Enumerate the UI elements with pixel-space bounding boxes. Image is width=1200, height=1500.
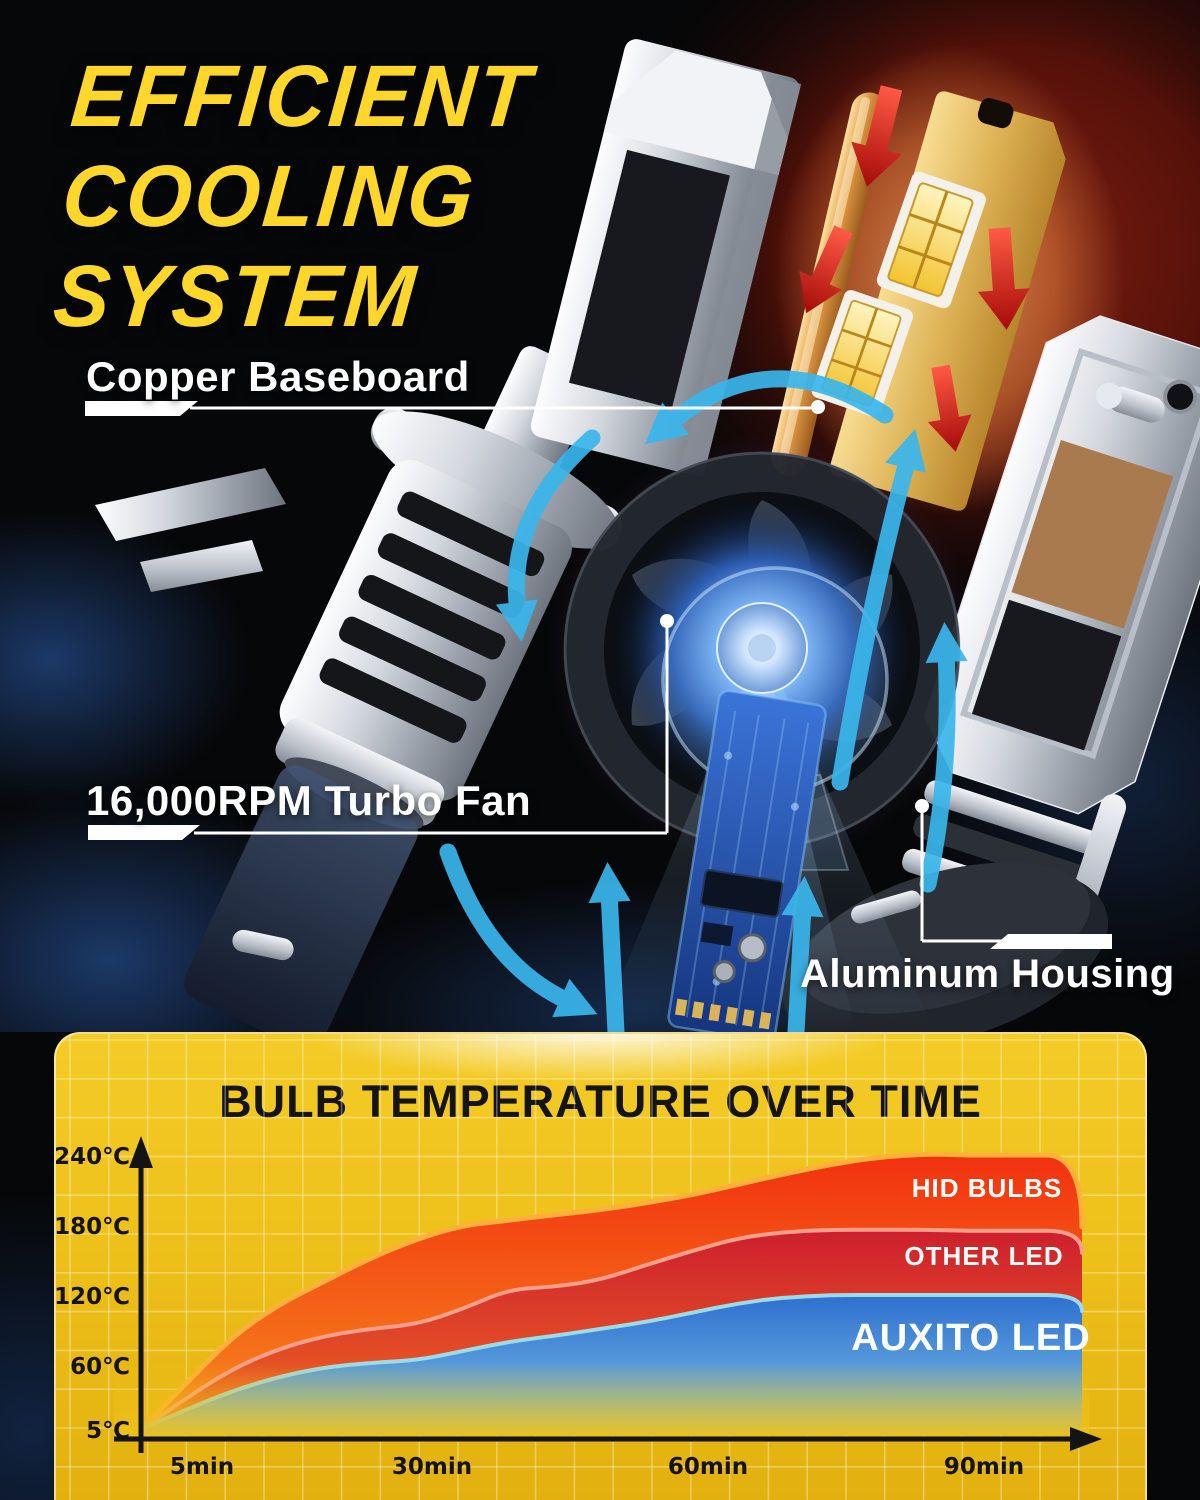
circuit-board <box>667 689 827 1032</box>
x-tick-label: 60min <box>668 1454 748 1480</box>
title-line: COOLING <box>58 146 481 245</box>
led-chip <box>876 171 986 309</box>
chart-title: BULB TEMPERATURE OVER TIME <box>219 1076 982 1127</box>
callout-fan-line <box>88 614 674 840</box>
flange-tabs <box>95 468 286 592</box>
x-axis-arrow <box>1070 1427 1102 1451</box>
bulb-render <box>0 0 1200 1032</box>
callout-copper-line <box>85 400 825 416</box>
y-tick-label: 60℃ <box>70 1354 130 1380</box>
legend-other-led: OTHER LED <box>904 1241 1063 1271</box>
page-title: EFFICIENT COOLING SYSTEM <box>50 46 537 346</box>
y-axis-arrow <box>129 1136 153 1168</box>
x-tick-label: 30min <box>392 1454 472 1480</box>
x-tick-label: 5min <box>170 1454 234 1480</box>
y-tick-label: 240℃ <box>56 1144 130 1170</box>
label-aluminum-housing: Aluminum Housing <box>800 952 1175 996</box>
label-copper-baseboard: Copper Baseboard <box>86 353 470 400</box>
x-tick-label: 90min <box>944 1454 1024 1480</box>
baseline-fade <box>114 1362 1089 1436</box>
legend-hid-bulbs: HID BULBS <box>912 1173 1063 1203</box>
temperature-chart: 240℃ 180℃ 120℃ 60℃ 5℃ 5min 30min 60min 90min HID … <box>56 1034 1145 1500</box>
y-tick-label: 5℃ <box>86 1418 130 1444</box>
band-edge-other-led <box>139 1227 1084 1432</box>
y-tick-label: 180℃ <box>56 1214 130 1240</box>
title-line: EFFICIENT <box>67 47 537 145</box>
airflow-arrows <box>439 370 968 1032</box>
band-edge-hid-bulbs <box>138 1151 1085 1432</box>
top-bulb-housing <box>530 39 802 477</box>
label-turbo-fan: 16,000RPM Turbo Fan <box>86 777 532 824</box>
hero-illustration: EFFICIENT COOLING SYSTEM Copper Baseboar… <box>0 0 1200 1032</box>
title-line: SYSTEM <box>49 246 422 345</box>
callout-housing-line <box>915 799 1112 949</box>
legend-auxito-led: AUXITO LED <box>851 1317 1090 1359</box>
y-tick-label: 120℃ <box>56 1284 130 1310</box>
left-led-bulb <box>95 346 622 1032</box>
temperature-chart-panel: BULB TEMPERATURE OVER TIME 240℃ 180℃ 120℃ 6… <box>54 1032 1147 1500</box>
